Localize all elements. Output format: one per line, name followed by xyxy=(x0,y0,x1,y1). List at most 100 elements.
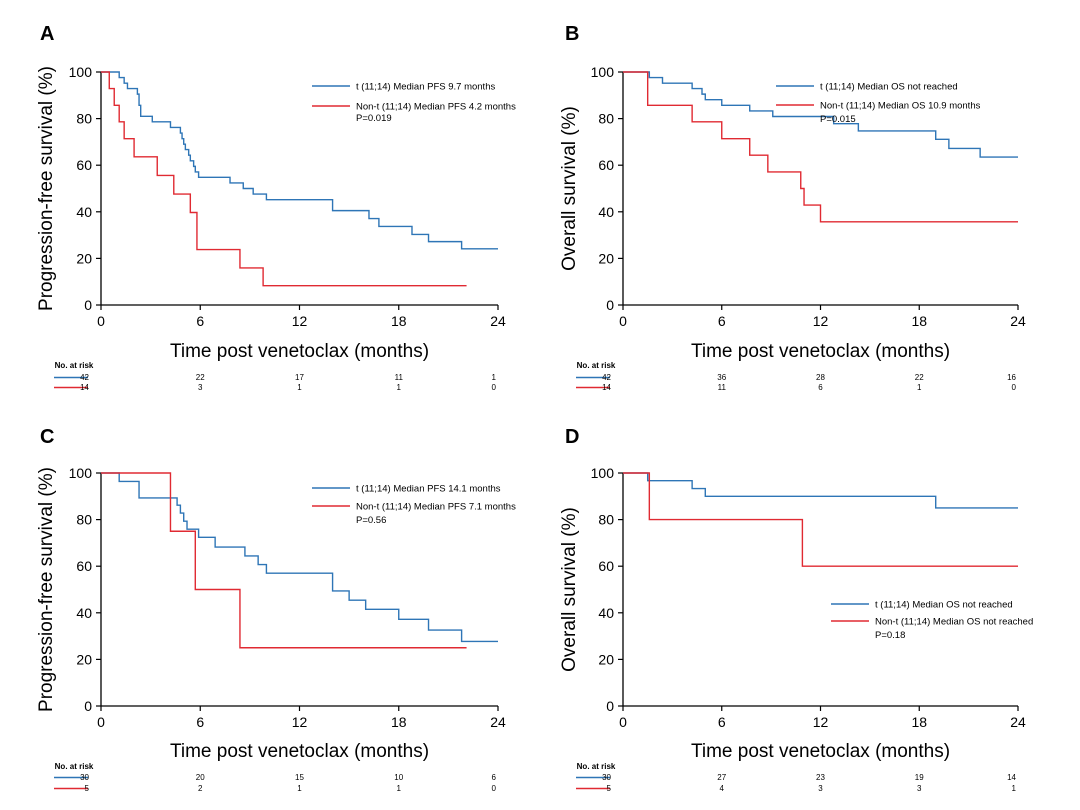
x-tick-label: 6 xyxy=(196,313,204,329)
km-curve-non-t1114 xyxy=(101,71,467,287)
legend-label: Non-t (11;14) Median PFS 7.1 months xyxy=(356,502,516,513)
p-value: P=0.015 xyxy=(820,114,856,125)
x-tick-label: 12 xyxy=(292,714,308,730)
risk-count: 28 xyxy=(816,373,825,382)
panel-letter: C xyxy=(40,426,54,448)
x-axis-label: Time post venetoclax (months) xyxy=(691,741,950,762)
y-tick-label: 40 xyxy=(598,605,614,621)
risk-count: 30 xyxy=(80,773,89,782)
panel-letter: A xyxy=(40,23,54,45)
risk-count: 1 xyxy=(492,373,497,382)
x-tick-label: 6 xyxy=(718,714,726,730)
x-axis-label: Time post venetoclax (months) xyxy=(170,741,429,762)
risk-count: 30 xyxy=(602,773,611,782)
km-curve-t1114 xyxy=(101,472,498,643)
legend-label: t (11;14) Median PFS 14.1 months xyxy=(356,484,501,495)
y-tick-label: 80 xyxy=(598,111,614,127)
y-tick-label: 0 xyxy=(84,297,92,313)
legend-label: Non-t (11;14) Median PFS 4.2 months xyxy=(356,102,516,113)
risk-count: 15 xyxy=(295,773,304,782)
risk-count: 22 xyxy=(915,373,924,382)
risk-count: 11 xyxy=(718,383,727,392)
y-tick-label: 60 xyxy=(598,558,614,574)
x-tick-label: 24 xyxy=(490,313,506,329)
km-curve-t1114 xyxy=(623,71,1018,158)
km-curve-t1114 xyxy=(101,71,498,250)
panel-letter: B xyxy=(565,23,579,45)
risk-table-header: No. at risk xyxy=(577,361,616,370)
x-tick-label: 6 xyxy=(196,714,204,730)
y-axis-label: Progression-free survival (%) xyxy=(36,66,57,311)
y-axis-label: Overall survival (%) xyxy=(559,106,580,271)
legend-label: Non-t (11;14) Median OS not reached xyxy=(875,617,1033,628)
km-curve-non-t1114 xyxy=(623,71,1018,223)
x-tick-label: 0 xyxy=(619,714,627,730)
x-tick-label: 0 xyxy=(97,313,105,329)
km-curve-non-t1114 xyxy=(623,472,1018,567)
y-axis-label: Overall survival (%) xyxy=(559,507,580,672)
y-tick-label: 80 xyxy=(76,512,92,528)
y-tick-label: 20 xyxy=(598,651,614,667)
y-tick-label: 0 xyxy=(606,698,614,714)
y-tick-label: 40 xyxy=(76,605,92,621)
risk-count: 6 xyxy=(818,383,823,392)
risk-count: 4 xyxy=(720,784,725,793)
risk-count: 0 xyxy=(492,784,497,793)
risk-count: 6 xyxy=(492,773,497,782)
risk-table-header: No. at risk xyxy=(577,762,616,771)
risk-count: 1 xyxy=(1012,784,1017,793)
panel-d: D 0 20 40 60 80 100 0 6 12 18 24 Time post venetocla… xyxy=(559,426,1033,793)
risk-count: 0 xyxy=(1012,383,1017,392)
p-value: P=0.18 xyxy=(875,630,905,641)
x-tick-label: 12 xyxy=(813,714,829,730)
risk-count: 16 xyxy=(1007,373,1016,382)
risk-count: 42 xyxy=(602,373,611,382)
risk-count: 27 xyxy=(717,773,726,782)
y-tick-label: 0 xyxy=(84,698,92,714)
x-tick-label: 18 xyxy=(911,313,927,329)
y-tick-label: 40 xyxy=(598,204,614,220)
risk-count: 20 xyxy=(196,773,205,782)
risk-count: 1 xyxy=(397,383,402,392)
y-tick-label: 100 xyxy=(69,64,93,80)
x-tick-label: 24 xyxy=(490,714,506,730)
y-tick-label: 60 xyxy=(76,558,92,574)
panel-a: A 0 20 40 60 80 100 0 6 12 18 24 Time post venetocla… xyxy=(36,23,516,392)
x-tick-label: 6 xyxy=(718,313,726,329)
x-tick-label: 0 xyxy=(619,313,627,329)
x-tick-label: 18 xyxy=(391,313,407,329)
panel-letter: D xyxy=(565,426,579,448)
risk-count: 0 xyxy=(492,383,497,392)
risk-count: 11 xyxy=(395,373,404,382)
legend-label: t (11;14) Median OS not reached xyxy=(820,82,958,93)
risk-count: 10 xyxy=(394,773,403,782)
risk-count: 19 xyxy=(915,773,924,782)
y-tick-label: 0 xyxy=(606,297,614,313)
p-value: P=0.019 xyxy=(356,113,392,124)
risk-count: 14 xyxy=(80,383,89,392)
risk-count: 22 xyxy=(196,373,205,382)
x-tick-label: 18 xyxy=(391,714,407,730)
y-tick-label: 20 xyxy=(598,250,614,266)
risk-count: 1 xyxy=(917,383,922,392)
legend-label: Non-t (11;14) Median OS 10.9 months xyxy=(820,101,981,112)
risk-count: 14 xyxy=(602,383,611,392)
y-tick-label: 80 xyxy=(598,512,614,528)
x-axis-label: Time post venetoclax (months) xyxy=(691,341,950,362)
x-tick-label: 24 xyxy=(1010,313,1026,329)
y-axis-label: Progression-free survival (%) xyxy=(36,467,57,712)
risk-count: 42 xyxy=(80,373,89,382)
p-value: P=0.56 xyxy=(356,515,386,526)
risk-count: 1 xyxy=(297,784,302,793)
risk-count: 1 xyxy=(297,383,302,392)
y-tick-label: 20 xyxy=(76,651,92,667)
legend-label: t (11;14) Median OS not reached xyxy=(875,600,1013,611)
x-tick-label: 18 xyxy=(911,714,927,730)
risk-count: 2 xyxy=(198,784,203,793)
y-tick-label: 40 xyxy=(76,204,92,220)
risk-count: 3 xyxy=(818,784,823,793)
y-tick-label: 60 xyxy=(76,157,92,173)
